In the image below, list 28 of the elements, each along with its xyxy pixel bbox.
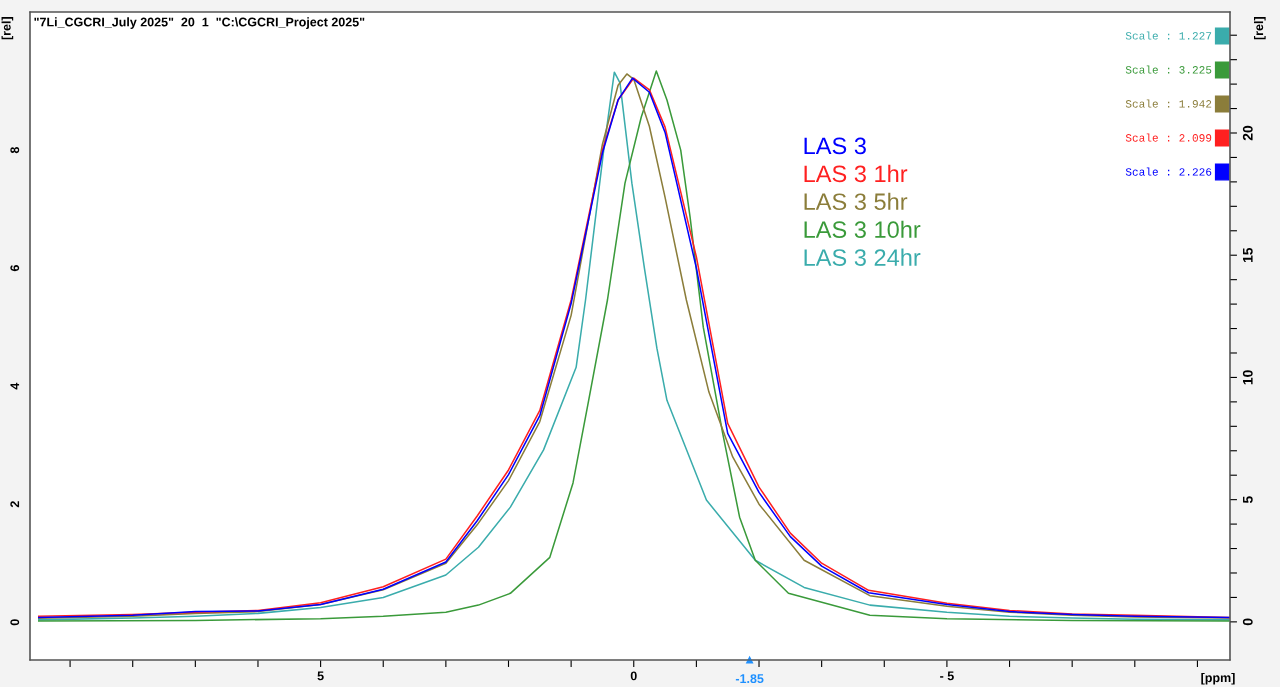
y2-tick-label: 10 <box>1242 370 1253 385</box>
x-tick-label: - 5 <box>940 671 954 681</box>
text: LAS 3 10hr <box>804 220 921 239</box>
y-tick-label: 2 <box>10 501 20 508</box>
text: LAS 3 1hr <box>804 164 908 183</box>
x-tick-label: 5 <box>317 671 324 681</box>
x-tick-label: 0 <box>630 671 637 681</box>
y2-tick-label: 20 <box>1242 125 1253 141</box>
annotation: Scale : 1.227 <box>1125 31 1212 40</box>
annotation: Scale : 1.942 <box>1125 99 1212 108</box>
y-tick-label: 6 <box>10 265 20 272</box>
y2-tick-label: 15 <box>1243 247 1253 263</box>
y-tick-label: 0 <box>10 619 20 626</box>
annotation: Scale : 3.225 <box>1125 65 1212 74</box>
x-axis-title: [ppm] <box>1201 672 1235 685</box>
annotation: Scale : 2.099 <box>1125 133 1212 142</box>
y-tick-label: 8 <box>10 147 20 154</box>
y-tick-label: 4 <box>10 382 20 390</box>
text: LAS 3 <box>804 137 866 155</box>
y2-tick-label: 5 <box>1243 496 1253 504</box>
annotation: Scale : 2.226 <box>1125 167 1212 176</box>
y2-axis-title: [rel] <box>1254 17 1266 40</box>
chart-title: "7Li_CGCRI_July 2025" 20 1 "C:\CGCRI_Project 2025" <box>34 17 365 29</box>
y-axis-title: [rel] <box>1 17 14 40</box>
text: LAS 3 24hr <box>804 248 921 266</box>
y2-tick-label: 0 <box>1242 618 1253 626</box>
text: LAS 3 5hr <box>804 192 908 211</box>
annotation: -1.85 <box>735 674 764 684</box>
